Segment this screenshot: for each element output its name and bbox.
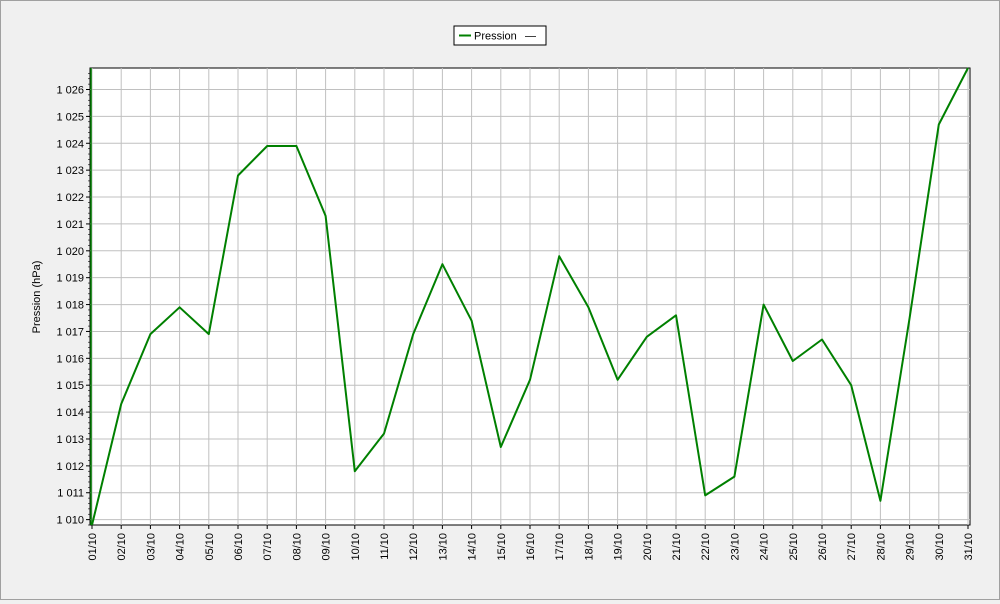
x-tick-label: 21/10 xyxy=(671,533,683,561)
x-tick-label: 28/10 xyxy=(875,533,887,561)
x-tick-label: 02/10 xyxy=(116,533,128,561)
x-tick-label: 04/10 xyxy=(175,533,187,561)
legend-label-pression: Pression xyxy=(474,31,517,43)
x-tick-label: 22/10 xyxy=(700,533,712,561)
y-axis-label: Pression (hPa) xyxy=(31,261,43,334)
y-tick-label: 1 024 xyxy=(56,138,84,150)
x-tick-label: 06/10 xyxy=(233,533,245,561)
x-tick-label: 25/10 xyxy=(788,533,800,561)
x-tick-label: 12/10 xyxy=(408,533,420,561)
y-tick-label: 1 023 xyxy=(56,165,84,177)
x-tick-label: 13/10 xyxy=(437,533,449,561)
y-tick-label: 1 026 xyxy=(56,85,84,97)
y-tick-label: 1 022 xyxy=(56,192,84,204)
x-tick-label: 11/10 xyxy=(379,533,391,560)
y-tick-label: 1 017 xyxy=(56,326,84,338)
y-tick-label: 1 015 xyxy=(56,380,84,392)
y-tick-label: 1 021 xyxy=(56,219,84,231)
x-tick-label: 26/10 xyxy=(817,533,829,561)
x-tick-label: 07/10 xyxy=(262,533,274,561)
y-tick-label: 1 014 xyxy=(56,407,84,419)
x-tick-label: 24/10 xyxy=(759,533,771,561)
x-tick-label: 14/10 xyxy=(467,533,479,561)
x-tick-label: 31/10 xyxy=(963,533,975,561)
x-tick-label: 01/10 xyxy=(87,533,99,561)
legend-box xyxy=(453,25,547,46)
y-tick-label: 1 010 xyxy=(56,515,84,527)
x-tick-label: 05/10 xyxy=(204,533,216,561)
y-axis: 1 010 1 011 1 012 1 013 1 014 1 015 1 016 1 017… xyxy=(56,73,90,527)
x-tick-label: 16/10 xyxy=(525,533,537,561)
x-tick-label: 03/10 xyxy=(145,533,157,561)
x-tick-label: 30/10 xyxy=(934,533,946,561)
y-tick-label: 1 020 xyxy=(56,246,84,258)
x-tick-label: 23/10 xyxy=(729,533,741,561)
grid xyxy=(90,68,970,525)
x-tick-label: 19/10 xyxy=(613,533,625,561)
series-pression xyxy=(90,67,969,526)
series-line-pression xyxy=(91,67,969,526)
x-tick-label: 18/10 xyxy=(583,533,595,561)
x-tick-label: 15/10 xyxy=(496,533,508,561)
y-tick-label: 1 013 xyxy=(56,434,84,446)
legend: Pression — xyxy=(453,25,547,46)
x-tick-label: 17/10 xyxy=(554,533,566,561)
y-tick-label: 1 019 xyxy=(56,273,84,285)
y-tick-label: 1 018 xyxy=(56,300,84,312)
legend-label-dash: — xyxy=(525,31,536,43)
x-tick-label: 08/10 xyxy=(291,533,303,561)
y-tick-label: 1 016 xyxy=(56,353,84,365)
y-tick-label: 1 011 xyxy=(57,488,84,500)
x-axis: 01/10 02/10 03/10 04/10 05/10 06/10 07/10 08/10… xyxy=(87,525,975,561)
x-tick-label: 20/10 xyxy=(642,533,654,561)
x-tick-label: 10/10 xyxy=(350,533,362,561)
x-tick-label: 27/10 xyxy=(846,533,858,561)
y-tick-label: 1 025 xyxy=(56,111,84,123)
x-tick-label: 29/10 xyxy=(905,533,917,561)
x-tick-label: 09/10 xyxy=(321,533,333,561)
y-tick-label: 1 012 xyxy=(56,461,84,473)
